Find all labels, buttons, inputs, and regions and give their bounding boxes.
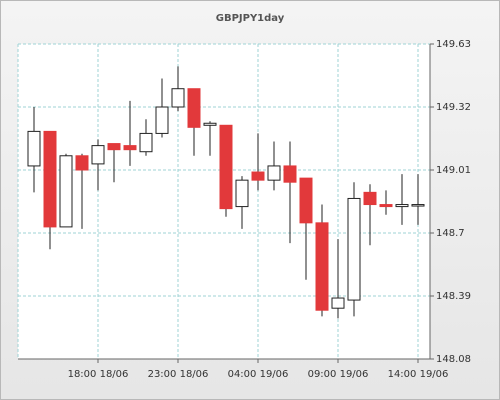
candle-body <box>187 88 201 128</box>
candle-body <box>171 88 185 108</box>
candle-body <box>395 204 409 208</box>
candle-body <box>107 143 121 151</box>
candle-body <box>411 204 425 207</box>
y-tick-label: 148.39 <box>436 291 471 302</box>
candle-body <box>27 130 41 167</box>
y-tick-label: 149.32 <box>436 102 471 113</box>
y-tick-label: 148.08 <box>436 354 471 365</box>
candle-body <box>155 106 169 134</box>
candle-body <box>203 122 217 126</box>
candle-body <box>123 145 137 151</box>
candle-body <box>363 191 377 206</box>
candle-body <box>75 155 89 171</box>
candle-body <box>219 124 233 210</box>
x-tick-label: 04:00 19/06 <box>228 369 289 380</box>
candle-body <box>299 177 313 224</box>
candle-body <box>379 204 393 208</box>
candle-body <box>331 297 345 309</box>
x-tick-label: 23:00 18/06 <box>148 369 209 380</box>
candle-body <box>91 145 105 165</box>
candle-body <box>347 197 361 301</box>
y-tick-label: 149.63 <box>436 39 471 50</box>
y-tick-label: 149.01 <box>436 165 471 176</box>
x-tick-label: 09:00 19/06 <box>308 369 369 380</box>
candle-body <box>315 222 329 311</box>
candle-body <box>235 179 249 208</box>
candle-body <box>139 132 153 153</box>
candle-body <box>267 165 281 181</box>
x-tick-label: 14:00 19/06 <box>388 369 449 380</box>
candle-body <box>59 155 73 228</box>
candle-body <box>43 130 57 228</box>
y-tick-label: 148.7 <box>436 228 465 239</box>
candle-body <box>283 165 297 183</box>
candle-body <box>251 171 265 181</box>
x-tick-label: 18:00 18/06 <box>68 369 129 380</box>
chart-title: GBPJPY1day <box>216 13 285 24</box>
